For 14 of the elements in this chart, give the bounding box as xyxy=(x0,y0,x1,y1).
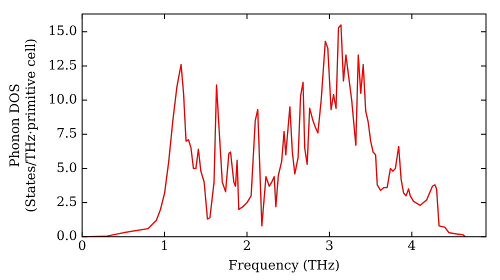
x-tick-label: 0 xyxy=(78,238,86,254)
y-tick-label: 7.5 xyxy=(56,126,78,142)
x-tick-label: 4 xyxy=(408,238,416,254)
y-tick-label: 0.0 xyxy=(56,229,78,244)
x-tick-label: 2 xyxy=(242,238,252,254)
x-tick-label: 3 xyxy=(325,238,334,254)
x-axis-title: Frequency (THz) xyxy=(228,258,340,274)
y-axis-title: Phonon DOS (States/THz·primitive cell) xyxy=(8,38,39,212)
y-tick-label: 15.0 xyxy=(48,24,78,40)
x-tick-label: 1 xyxy=(160,238,169,254)
y-tick-label: 2.5 xyxy=(56,195,78,210)
y-tick-label: 5.0 xyxy=(56,160,78,176)
y-tick-label: 12.5 xyxy=(48,58,78,74)
y-tick-label: 10.0 xyxy=(48,92,78,108)
